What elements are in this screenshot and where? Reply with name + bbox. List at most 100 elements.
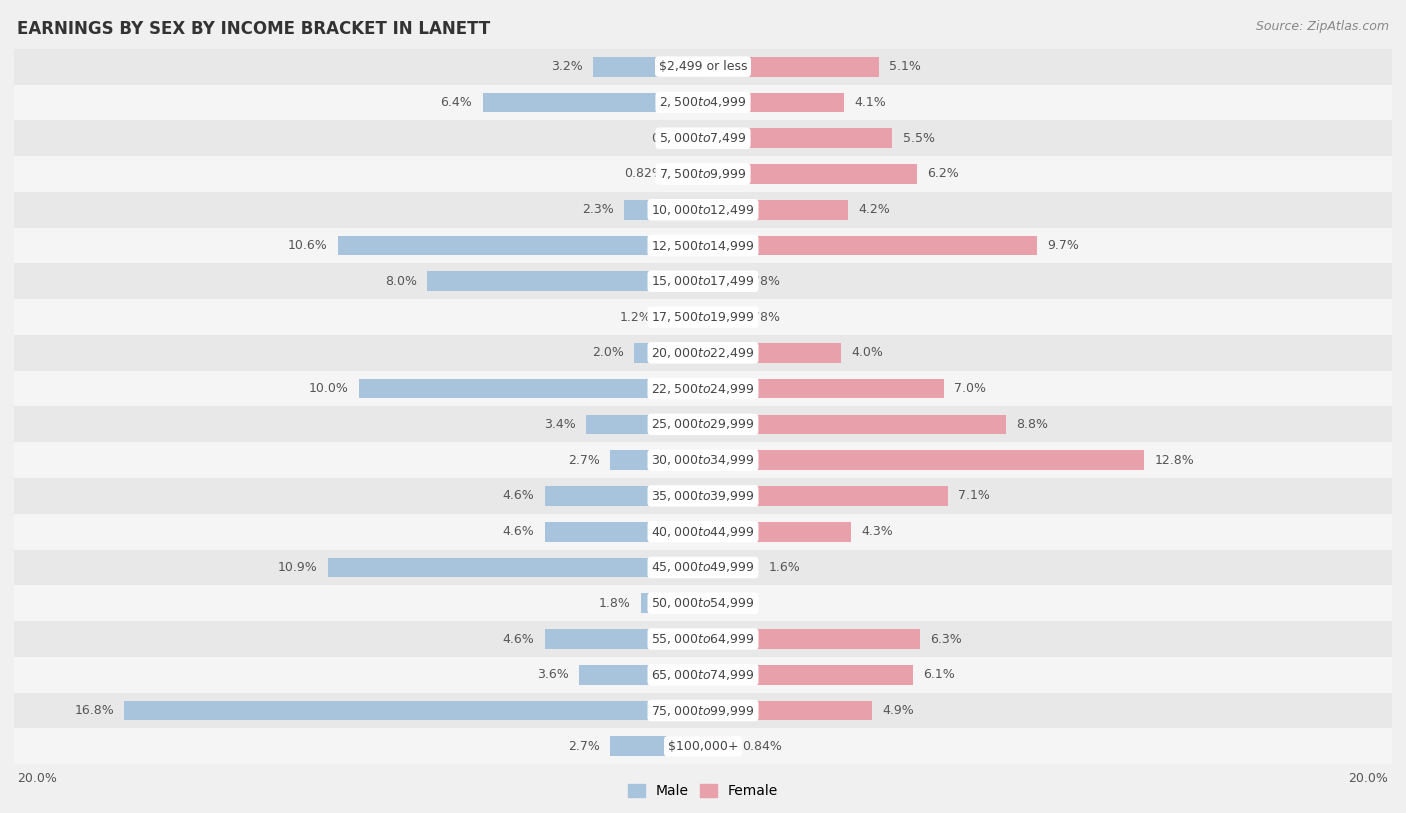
Text: 0.78%: 0.78% [740,311,780,324]
Text: $17,500 to $19,999: $17,500 to $19,999 [651,310,755,324]
Text: $12,500 to $14,999: $12,500 to $14,999 [651,238,755,253]
Text: 3.4%: 3.4% [544,418,575,431]
Bar [328,558,703,577]
Bar [634,343,703,363]
Bar [14,263,1392,299]
Text: 12.8%: 12.8% [1154,454,1194,467]
Text: $25,000 to $29,999: $25,000 to $29,999 [651,417,755,432]
Bar [703,522,851,541]
Text: $10,000 to $12,499: $10,000 to $12,499 [651,202,755,217]
Bar [703,57,879,76]
Text: 2.7%: 2.7% [568,740,599,753]
Bar [14,228,1392,263]
Bar [703,236,1038,255]
Bar [14,514,1392,550]
Text: 10.6%: 10.6% [288,239,328,252]
Bar [703,93,844,112]
Text: 6.3%: 6.3% [931,633,962,646]
Text: $30,000 to $34,999: $30,000 to $34,999 [651,453,755,467]
Text: 1.8%: 1.8% [599,597,631,610]
Text: 5.1%: 5.1% [889,60,921,73]
Text: 8.8%: 8.8% [1017,418,1049,431]
Bar [14,335,1392,371]
Bar [14,120,1392,156]
Text: $55,000 to $64,999: $55,000 to $64,999 [651,632,755,646]
Bar [544,486,703,506]
Bar [703,450,1144,470]
Bar [610,450,703,470]
Bar [610,737,703,756]
Text: 20.0%: 20.0% [1348,772,1389,785]
Bar [675,164,703,184]
Text: 2.3%: 2.3% [582,203,613,216]
Bar [586,415,703,434]
Bar [14,406,1392,442]
Bar [703,701,872,720]
Bar [14,442,1392,478]
Bar [703,415,1007,434]
Bar [14,550,1392,585]
Bar [579,665,703,685]
Bar [703,164,917,184]
Text: $5,000 to $7,499: $5,000 to $7,499 [659,131,747,146]
Text: 1.2%: 1.2% [620,311,651,324]
Text: $2,499 or less: $2,499 or less [659,60,747,73]
Text: Source: ZipAtlas.com: Source: ZipAtlas.com [1256,20,1389,33]
Text: 4.3%: 4.3% [862,525,893,538]
Bar [624,200,703,220]
Bar [14,371,1392,406]
Text: 0.06%: 0.06% [651,132,690,145]
Bar [14,585,1392,621]
Bar [14,49,1392,85]
Bar [703,486,948,506]
Text: 6.1%: 6.1% [924,668,955,681]
Text: 4.2%: 4.2% [858,203,890,216]
Bar [641,593,703,613]
Text: 4.1%: 4.1% [855,96,886,109]
Text: EARNINGS BY SEX BY INCOME BRACKET IN LANETT: EARNINGS BY SEX BY INCOME BRACKET IN LAN… [17,20,491,38]
Bar [14,85,1392,120]
Text: 2.7%: 2.7% [568,454,599,467]
Bar [14,299,1392,335]
Text: $2,500 to $4,999: $2,500 to $4,999 [659,95,747,110]
Text: 0.82%: 0.82% [624,167,665,180]
Bar [14,156,1392,192]
Text: $75,000 to $99,999: $75,000 to $99,999 [651,703,755,718]
Text: $40,000 to $44,999: $40,000 to $44,999 [651,524,755,539]
Text: 8.0%: 8.0% [385,275,418,288]
Bar [703,629,920,649]
Bar [703,558,758,577]
Bar [703,737,733,756]
Bar [544,522,703,541]
Bar [703,200,848,220]
Text: $100,000+: $100,000+ [668,740,738,753]
Text: 10.0%: 10.0% [308,382,349,395]
Text: 10.9%: 10.9% [277,561,318,574]
Text: 3.2%: 3.2% [551,60,582,73]
Bar [662,307,703,327]
Text: 16.8%: 16.8% [75,704,114,717]
Text: $50,000 to $54,999: $50,000 to $54,999 [651,596,755,611]
Bar [427,272,703,291]
Bar [703,307,730,327]
Bar [14,621,1392,657]
Text: 7.1%: 7.1% [957,489,990,502]
Text: $65,000 to $74,999: $65,000 to $74,999 [651,667,755,682]
Text: 6.2%: 6.2% [927,167,959,180]
Text: 4.6%: 4.6% [502,525,534,538]
Text: 0.0%: 0.0% [713,597,745,610]
Text: 20.0%: 20.0% [17,772,58,785]
Bar [337,236,703,255]
Bar [703,343,841,363]
Bar [14,657,1392,693]
Bar [14,478,1392,514]
Bar [702,128,703,148]
Bar [359,379,703,398]
Bar [703,128,893,148]
Text: 4.0%: 4.0% [851,346,883,359]
Text: $45,000 to $49,999: $45,000 to $49,999 [651,560,755,575]
Text: 1.6%: 1.6% [769,561,800,574]
Text: 0.78%: 0.78% [740,275,780,288]
Text: $7,500 to $9,999: $7,500 to $9,999 [659,167,747,181]
Bar [593,57,703,76]
